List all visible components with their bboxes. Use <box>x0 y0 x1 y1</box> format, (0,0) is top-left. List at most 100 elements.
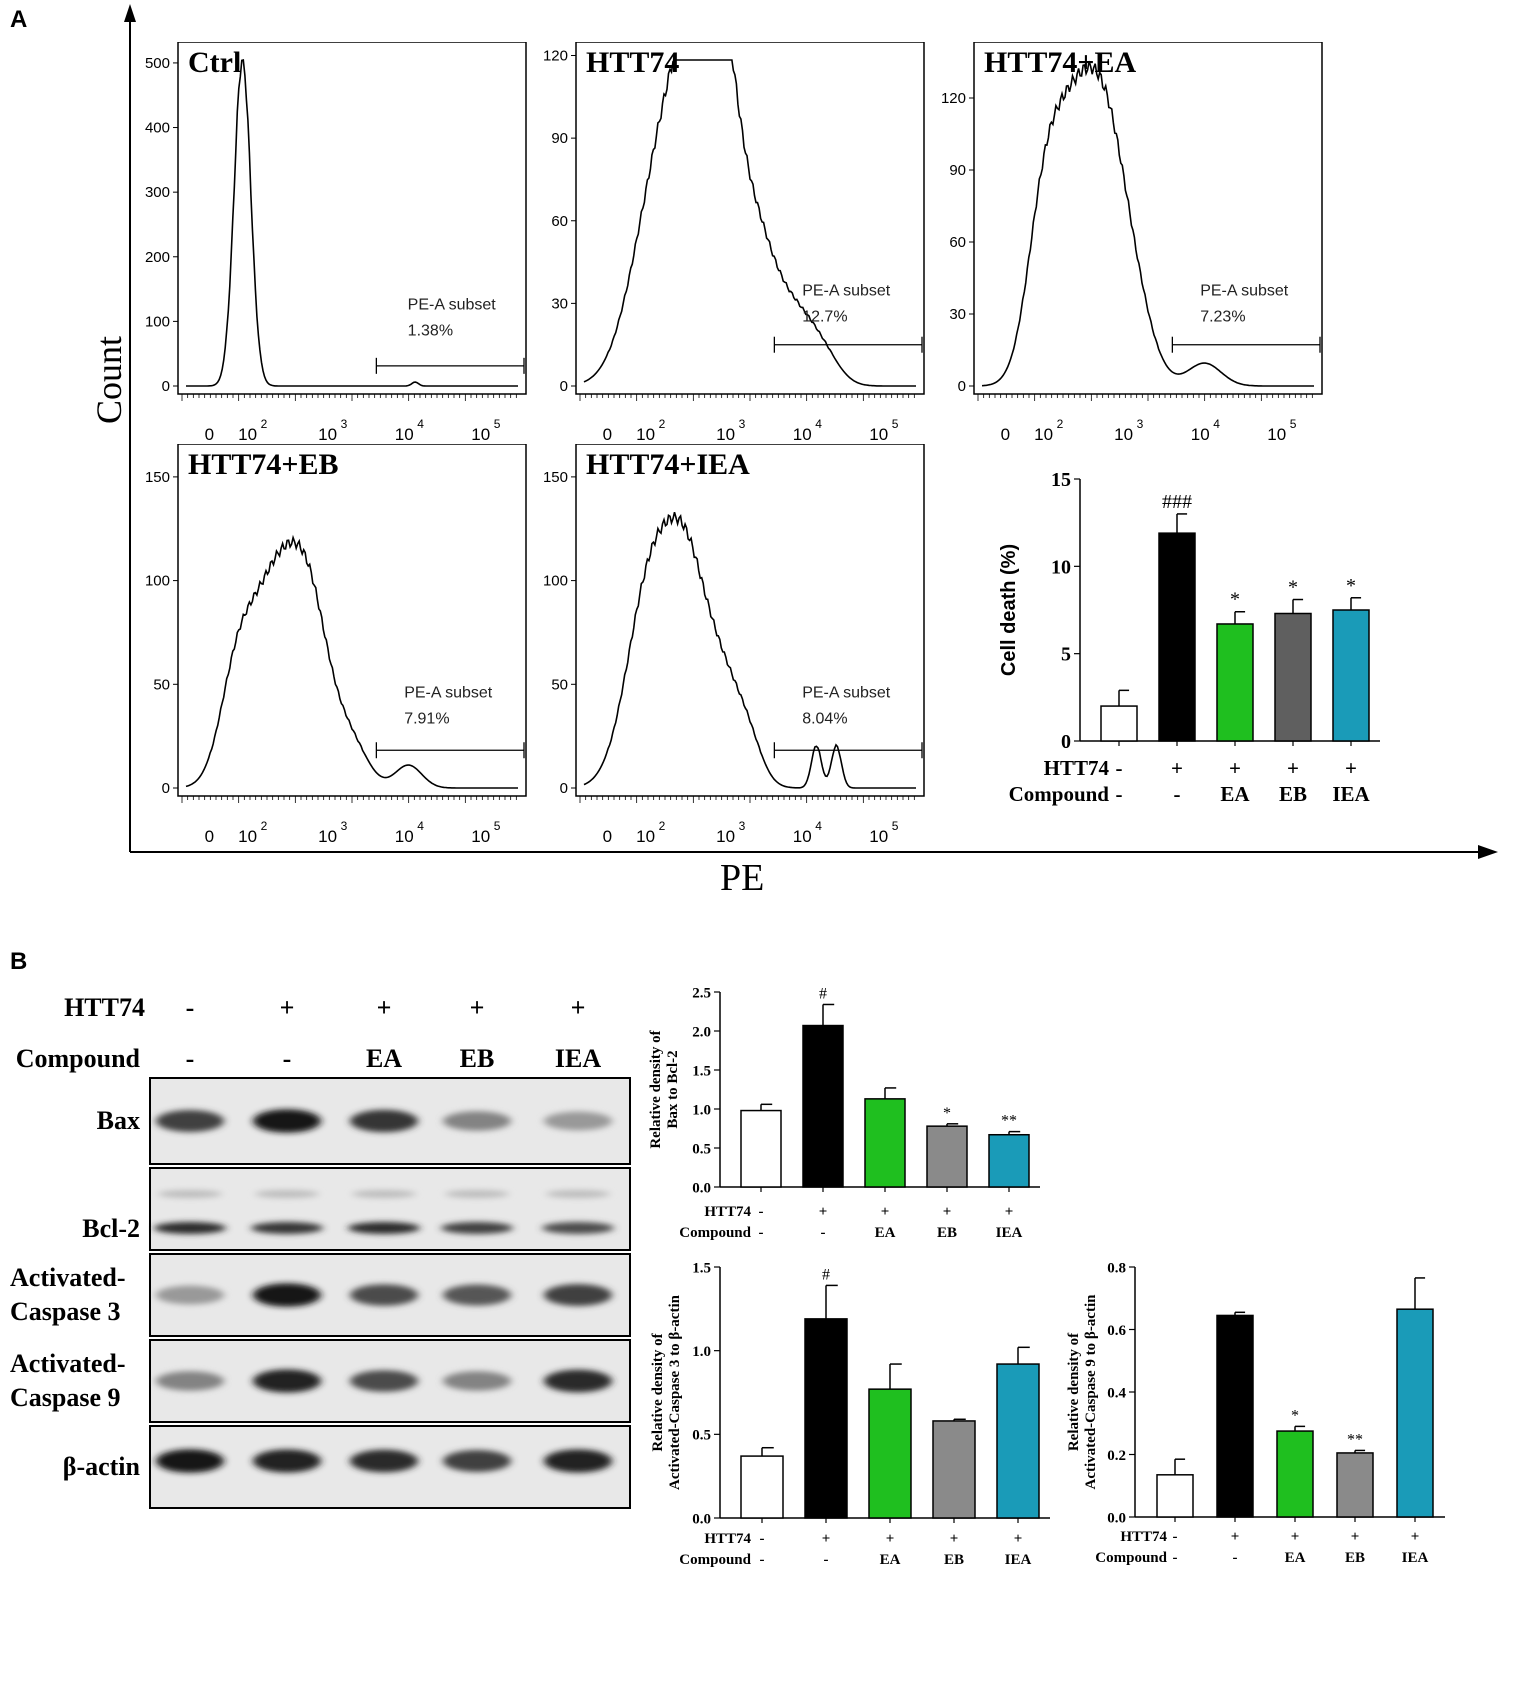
x-tick-label: 10 <box>395 827 414 846</box>
row1-value: + <box>1231 1529 1240 1545</box>
row2-value: IEA <box>1005 1552 1032 1568</box>
y-tick-label: 150 <box>145 469 170 486</box>
row1-label: HTT74 <box>704 1204 751 1220</box>
row2-value: EA <box>1285 1550 1306 1566</box>
bar-eb <box>1336 1452 1374 1518</box>
y-tick-label: 0.5 <box>692 1428 711 1444</box>
bar-ea <box>1216 623 1254 742</box>
blot-label: Activated- Caspase 9 <box>10 1347 142 1415</box>
histogram-title: HTT74+EB <box>188 448 338 481</box>
y-tick-label: 100 <box>145 313 170 330</box>
blot-row2-value: - <box>282 1044 292 1073</box>
x-tick-label: 10 <box>869 827 888 846</box>
band-faint <box>158 1190 222 1198</box>
bax-bcl2-chart: 0.0 0.5 1.0 1.5 2.0 2.5 Relative density of Bax… <box>648 985 1040 1241</box>
row1-label: HTT74 <box>1120 1529 1167 1545</box>
gate-percent: 8.04% <box>802 710 847 727</box>
blot-row1-value: + <box>279 993 295 1022</box>
band <box>156 1285 224 1305</box>
row2-value: IEA <box>1332 782 1370 806</box>
row1-value: + <box>950 1531 959 1547</box>
y-axis-label-line: Relative density of <box>648 1029 664 1148</box>
x-tick-exponent: 3 <box>739 417 746 431</box>
x-tick-label: 10 <box>793 425 812 444</box>
blot-row1-value: + <box>570 993 586 1022</box>
row1-value: + <box>943 1204 952 1220</box>
histogram-frame <box>177 42 527 395</box>
blot-row1-value: + <box>376 993 392 1022</box>
bar-htt74 <box>804 1318 848 1519</box>
row2-value: EA <box>1220 782 1250 806</box>
y-tick-label: 0.2 <box>1107 1448 1126 1464</box>
x-tick-label: 10 <box>1114 425 1133 444</box>
band-faint <box>352 1190 416 1198</box>
blot-row2-label: Compound <box>15 1044 140 1073</box>
y-tick-label: 2.0 <box>692 1024 711 1040</box>
y-axis-label-line: Bax to Bcl-2 <box>665 1050 681 1128</box>
y-tick-label: 90 <box>551 130 568 147</box>
x-tick-label: 10 <box>793 827 812 846</box>
x-tick-exponent: 5 <box>1290 417 1297 431</box>
band <box>253 1369 321 1393</box>
bar-htt74 <box>1216 1314 1254 1518</box>
significance-mark: * <box>1288 577 1298 599</box>
y-tick-label: 0.0 <box>692 1511 711 1527</box>
bar-eb <box>926 1125 968 1188</box>
row2-value: EA <box>875 1225 896 1241</box>
x-tick-exponent: 2 <box>1057 417 1064 431</box>
row1-value: + <box>1005 1204 1014 1220</box>
row1-value: + <box>1345 756 1357 780</box>
count-axis-label: Count <box>89 336 129 425</box>
y-tick-label: 120 <box>941 90 966 107</box>
histogram-title: HTT74+IEA <box>586 448 750 481</box>
gate-name: PE-A subset <box>802 282 891 299</box>
blot-label-line: Bax <box>96 1106 140 1135</box>
histogram-title: HTT74 <box>586 46 679 79</box>
significance-mark: ** <box>1347 1431 1363 1448</box>
y-tick-label: 0.4 <box>1107 1385 1126 1401</box>
x-tick-label: 0 <box>603 827 612 846</box>
histogram-frame <box>575 42 925 395</box>
x-tick-label: 10 <box>318 827 337 846</box>
blot-row2-value: EA <box>365 1044 403 1073</box>
significance-mark: # <box>819 985 827 1002</box>
x-tick-label: 0 <box>205 425 214 444</box>
x-tick-exponent: 3 <box>341 417 348 431</box>
blot-label-line: Bcl-2 <box>82 1214 140 1243</box>
blot-images <box>149 1077 631 1509</box>
row2-value: - <box>1233 1550 1238 1566</box>
band <box>253 1109 321 1133</box>
y-tick-label: 15 <box>1051 469 1071 491</box>
x-tick-label: 10 <box>471 827 490 846</box>
y-tick-label: 0.6 <box>1107 1323 1126 1339</box>
y-tick-label: 2.5 <box>692 985 711 1001</box>
band <box>443 1111 511 1131</box>
y-tick-label: 0 <box>560 780 568 797</box>
row2-value: - <box>821 1225 826 1241</box>
blot-label: β-actin <box>0 1450 140 1484</box>
x-tick-exponent: 4 <box>815 819 822 833</box>
row1-value: + <box>1171 756 1183 780</box>
x-tick-label: 10 <box>1267 425 1286 444</box>
row2-value: EB <box>937 1225 957 1241</box>
y-tick-label: 200 <box>145 249 170 266</box>
row2-value: EB <box>1345 1550 1365 1566</box>
row1-value: + <box>1351 1529 1360 1545</box>
x-tick-exponent: 2 <box>659 417 666 431</box>
y-tick-label: 0 <box>162 780 170 797</box>
panel-a-axes <box>124 4 1498 859</box>
gate-name: PE-A subset <box>1200 282 1289 299</box>
y-tick-label: 400 <box>145 120 170 137</box>
gate-percent: 12.7% <box>802 308 847 325</box>
x-tick-exponent: 4 <box>815 417 822 431</box>
y-tick-label: 1.5 <box>692 1063 711 1079</box>
significance-mark: * <box>1291 1407 1299 1424</box>
blot-label: Activated- Caspase 3 <box>10 1261 142 1329</box>
row1-value: + <box>819 1204 828 1220</box>
y-tick-label: 300 <box>145 184 170 201</box>
bar-ctrl <box>1100 705 1138 742</box>
y-tick-label: 50 <box>153 676 170 693</box>
